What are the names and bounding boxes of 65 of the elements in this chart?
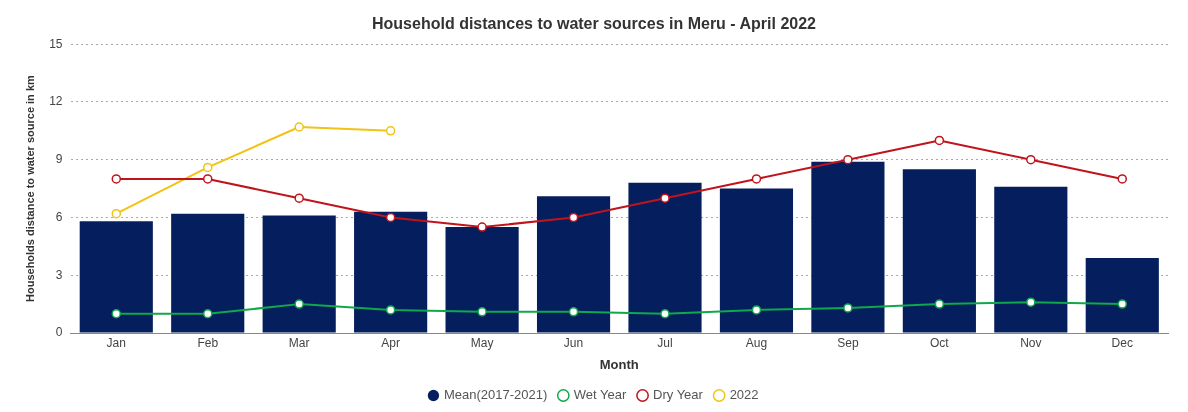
bar	[994, 186, 1068, 333]
point	[751, 305, 762, 315]
point	[843, 154, 853, 165]
y-tick-label: 0	[55, 325, 63, 340]
x-axis-title: Month	[599, 356, 639, 372]
x-tick-label: Jun	[563, 335, 584, 350]
bar	[354, 211, 428, 333]
y-axis-title: Households distance to water source in km	[23, 74, 36, 302]
point	[111, 309, 122, 319]
bar	[719, 188, 794, 333]
point	[660, 309, 670, 319]
x-tick-label: Aug	[745, 335, 768, 350]
y-tick-label: 3	[55, 267, 63, 282]
point	[294, 299, 304, 309]
point	[385, 305, 396, 315]
point	[934, 135, 945, 146]
point	[660, 193, 670, 203]
x-tick-label: Dec	[1111, 335, 1133, 350]
legend-label: Wet Year	[573, 387, 627, 403]
bar	[902, 169, 976, 333]
point	[1117, 174, 1128, 184]
bar	[171, 213, 245, 333]
bar	[262, 215, 336, 333]
point	[1026, 297, 1036, 307]
legend-label: Dry Year	[653, 387, 704, 403]
bar	[1085, 257, 1159, 333]
point	[294, 193, 304, 203]
bar	[445, 227, 519, 333]
point	[294, 122, 304, 132]
point	[751, 174, 762, 184]
point	[568, 212, 579, 223]
x-tick-label: May	[470, 335, 494, 350]
point	[843, 303, 853, 313]
point	[1117, 299, 1128, 309]
x-tick-label: Apr	[381, 335, 400, 350]
x-tick-label: Sep	[837, 335, 859, 350]
legend-label: 2022	[729, 387, 759, 403]
point	[202, 174, 213, 184]
x-tick-label: Nov	[1020, 335, 1042, 350]
y-tick-label: 6	[55, 209, 63, 224]
point	[385, 212, 396, 223]
bar	[536, 196, 611, 333]
point	[111, 174, 122, 184]
point	[568, 307, 579, 317]
point	[202, 162, 213, 173]
point	[385, 126, 396, 136]
chart-title: Household distances to water sources in Meru - April 2022	[372, 15, 817, 33]
y-tick-label: 9	[55, 152, 63, 167]
bar	[628, 182, 702, 333]
x-tick-label: Mar	[288, 335, 310, 350]
point	[477, 307, 487, 317]
x-tick-label: Jul	[657, 335, 673, 350]
x-tick-label: Jan	[106, 335, 126, 350]
legend-label: Mean(2017-2021)	[443, 387, 548, 403]
x-tick-label: Oct	[930, 335, 950, 350]
point	[111, 208, 122, 219]
point	[477, 222, 487, 232]
point	[202, 309, 213, 319]
y-tick-label: 12	[49, 94, 63, 109]
bar	[811, 161, 885, 333]
point	[934, 299, 945, 309]
y-tick-label: 15	[49, 36, 63, 51]
x-tick-label: Feb	[197, 335, 219, 350]
point	[1026, 154, 1036, 165]
bar	[79, 221, 153, 333]
